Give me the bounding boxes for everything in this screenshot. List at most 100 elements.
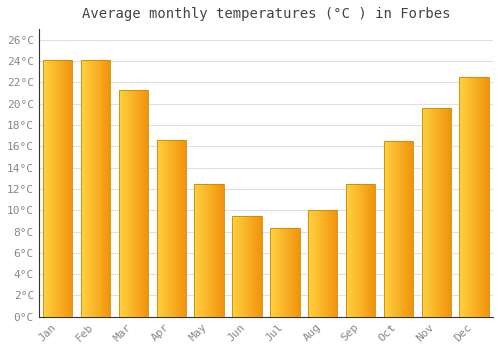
Bar bbox=[471, 77, 472, 317]
Bar bbox=[158, 140, 160, 317]
Bar bbox=[236, 216, 237, 317]
Bar bbox=[448, 108, 449, 317]
Bar bbox=[241, 216, 242, 317]
Bar bbox=[279, 228, 280, 317]
Bar bbox=[138, 90, 140, 317]
Bar bbox=[446, 108, 447, 317]
Bar bbox=[232, 216, 262, 317]
Bar bbox=[486, 77, 487, 317]
Bar bbox=[47, 60, 48, 317]
Bar bbox=[245, 216, 246, 317]
Bar bbox=[460, 77, 489, 317]
Bar bbox=[270, 228, 300, 317]
Bar bbox=[476, 77, 477, 317]
Bar bbox=[156, 140, 158, 317]
Bar bbox=[310, 210, 311, 317]
Bar bbox=[83, 60, 84, 317]
Bar bbox=[202, 184, 203, 317]
Bar bbox=[467, 77, 468, 317]
Bar bbox=[46, 60, 47, 317]
Bar bbox=[470, 77, 471, 317]
Bar bbox=[289, 228, 290, 317]
Bar bbox=[45, 60, 46, 317]
Bar bbox=[356, 184, 358, 317]
Bar bbox=[205, 184, 206, 317]
Bar bbox=[412, 141, 413, 317]
Bar bbox=[280, 228, 281, 317]
Bar bbox=[288, 228, 289, 317]
Bar bbox=[436, 108, 438, 317]
Bar bbox=[439, 108, 440, 317]
Bar bbox=[252, 216, 253, 317]
Bar bbox=[466, 77, 467, 317]
Bar bbox=[432, 108, 434, 317]
Bar bbox=[257, 216, 258, 317]
Bar bbox=[284, 228, 285, 317]
Bar bbox=[172, 140, 174, 317]
Bar bbox=[178, 140, 179, 317]
Bar bbox=[246, 216, 247, 317]
Bar bbox=[176, 140, 177, 317]
Bar bbox=[180, 140, 181, 317]
Bar bbox=[460, 77, 462, 317]
Bar bbox=[209, 184, 210, 317]
Bar bbox=[318, 210, 319, 317]
Bar bbox=[259, 216, 260, 317]
Bar bbox=[430, 108, 432, 317]
Bar bbox=[485, 77, 486, 317]
Bar bbox=[132, 90, 134, 317]
Bar bbox=[118, 90, 148, 317]
Bar bbox=[81, 60, 82, 317]
Bar bbox=[396, 141, 398, 317]
Bar bbox=[319, 210, 320, 317]
Bar bbox=[53, 60, 54, 317]
Bar bbox=[128, 90, 130, 317]
Bar bbox=[88, 60, 90, 317]
Bar bbox=[290, 228, 291, 317]
Bar bbox=[144, 90, 146, 317]
Bar bbox=[332, 210, 334, 317]
Bar bbox=[480, 77, 481, 317]
Bar bbox=[444, 108, 445, 317]
Bar bbox=[354, 184, 356, 317]
Bar bbox=[43, 60, 44, 317]
Bar bbox=[238, 216, 239, 317]
Bar bbox=[90, 60, 92, 317]
Title: Average monthly temperatures (°C ) in Forbes: Average monthly temperatures (°C ) in Fo… bbox=[82, 7, 450, 21]
Bar bbox=[346, 184, 376, 317]
Bar bbox=[44, 60, 45, 317]
Bar bbox=[200, 184, 202, 317]
Bar bbox=[55, 60, 56, 317]
Bar bbox=[221, 184, 222, 317]
Bar bbox=[220, 184, 221, 317]
Bar bbox=[254, 216, 255, 317]
Bar bbox=[438, 108, 439, 317]
Bar bbox=[104, 60, 106, 317]
Bar bbox=[276, 228, 277, 317]
Bar bbox=[483, 77, 484, 317]
Bar bbox=[118, 90, 120, 317]
Bar bbox=[422, 108, 424, 317]
Bar bbox=[434, 108, 436, 317]
Bar bbox=[60, 60, 62, 317]
Bar bbox=[322, 210, 324, 317]
Bar bbox=[102, 60, 104, 317]
Bar bbox=[411, 141, 412, 317]
Bar bbox=[66, 60, 68, 317]
Bar bbox=[316, 210, 317, 317]
Bar bbox=[166, 140, 168, 317]
Bar bbox=[142, 90, 144, 317]
Bar bbox=[181, 140, 182, 317]
Bar bbox=[240, 216, 241, 317]
Bar bbox=[445, 108, 446, 317]
Bar bbox=[218, 184, 219, 317]
Bar bbox=[292, 228, 294, 317]
Bar bbox=[242, 216, 243, 317]
Bar bbox=[348, 184, 349, 317]
Bar bbox=[250, 216, 251, 317]
Bar bbox=[52, 60, 53, 317]
Bar bbox=[237, 216, 238, 317]
Bar bbox=[261, 216, 262, 317]
Bar bbox=[247, 216, 248, 317]
Bar bbox=[49, 60, 50, 317]
